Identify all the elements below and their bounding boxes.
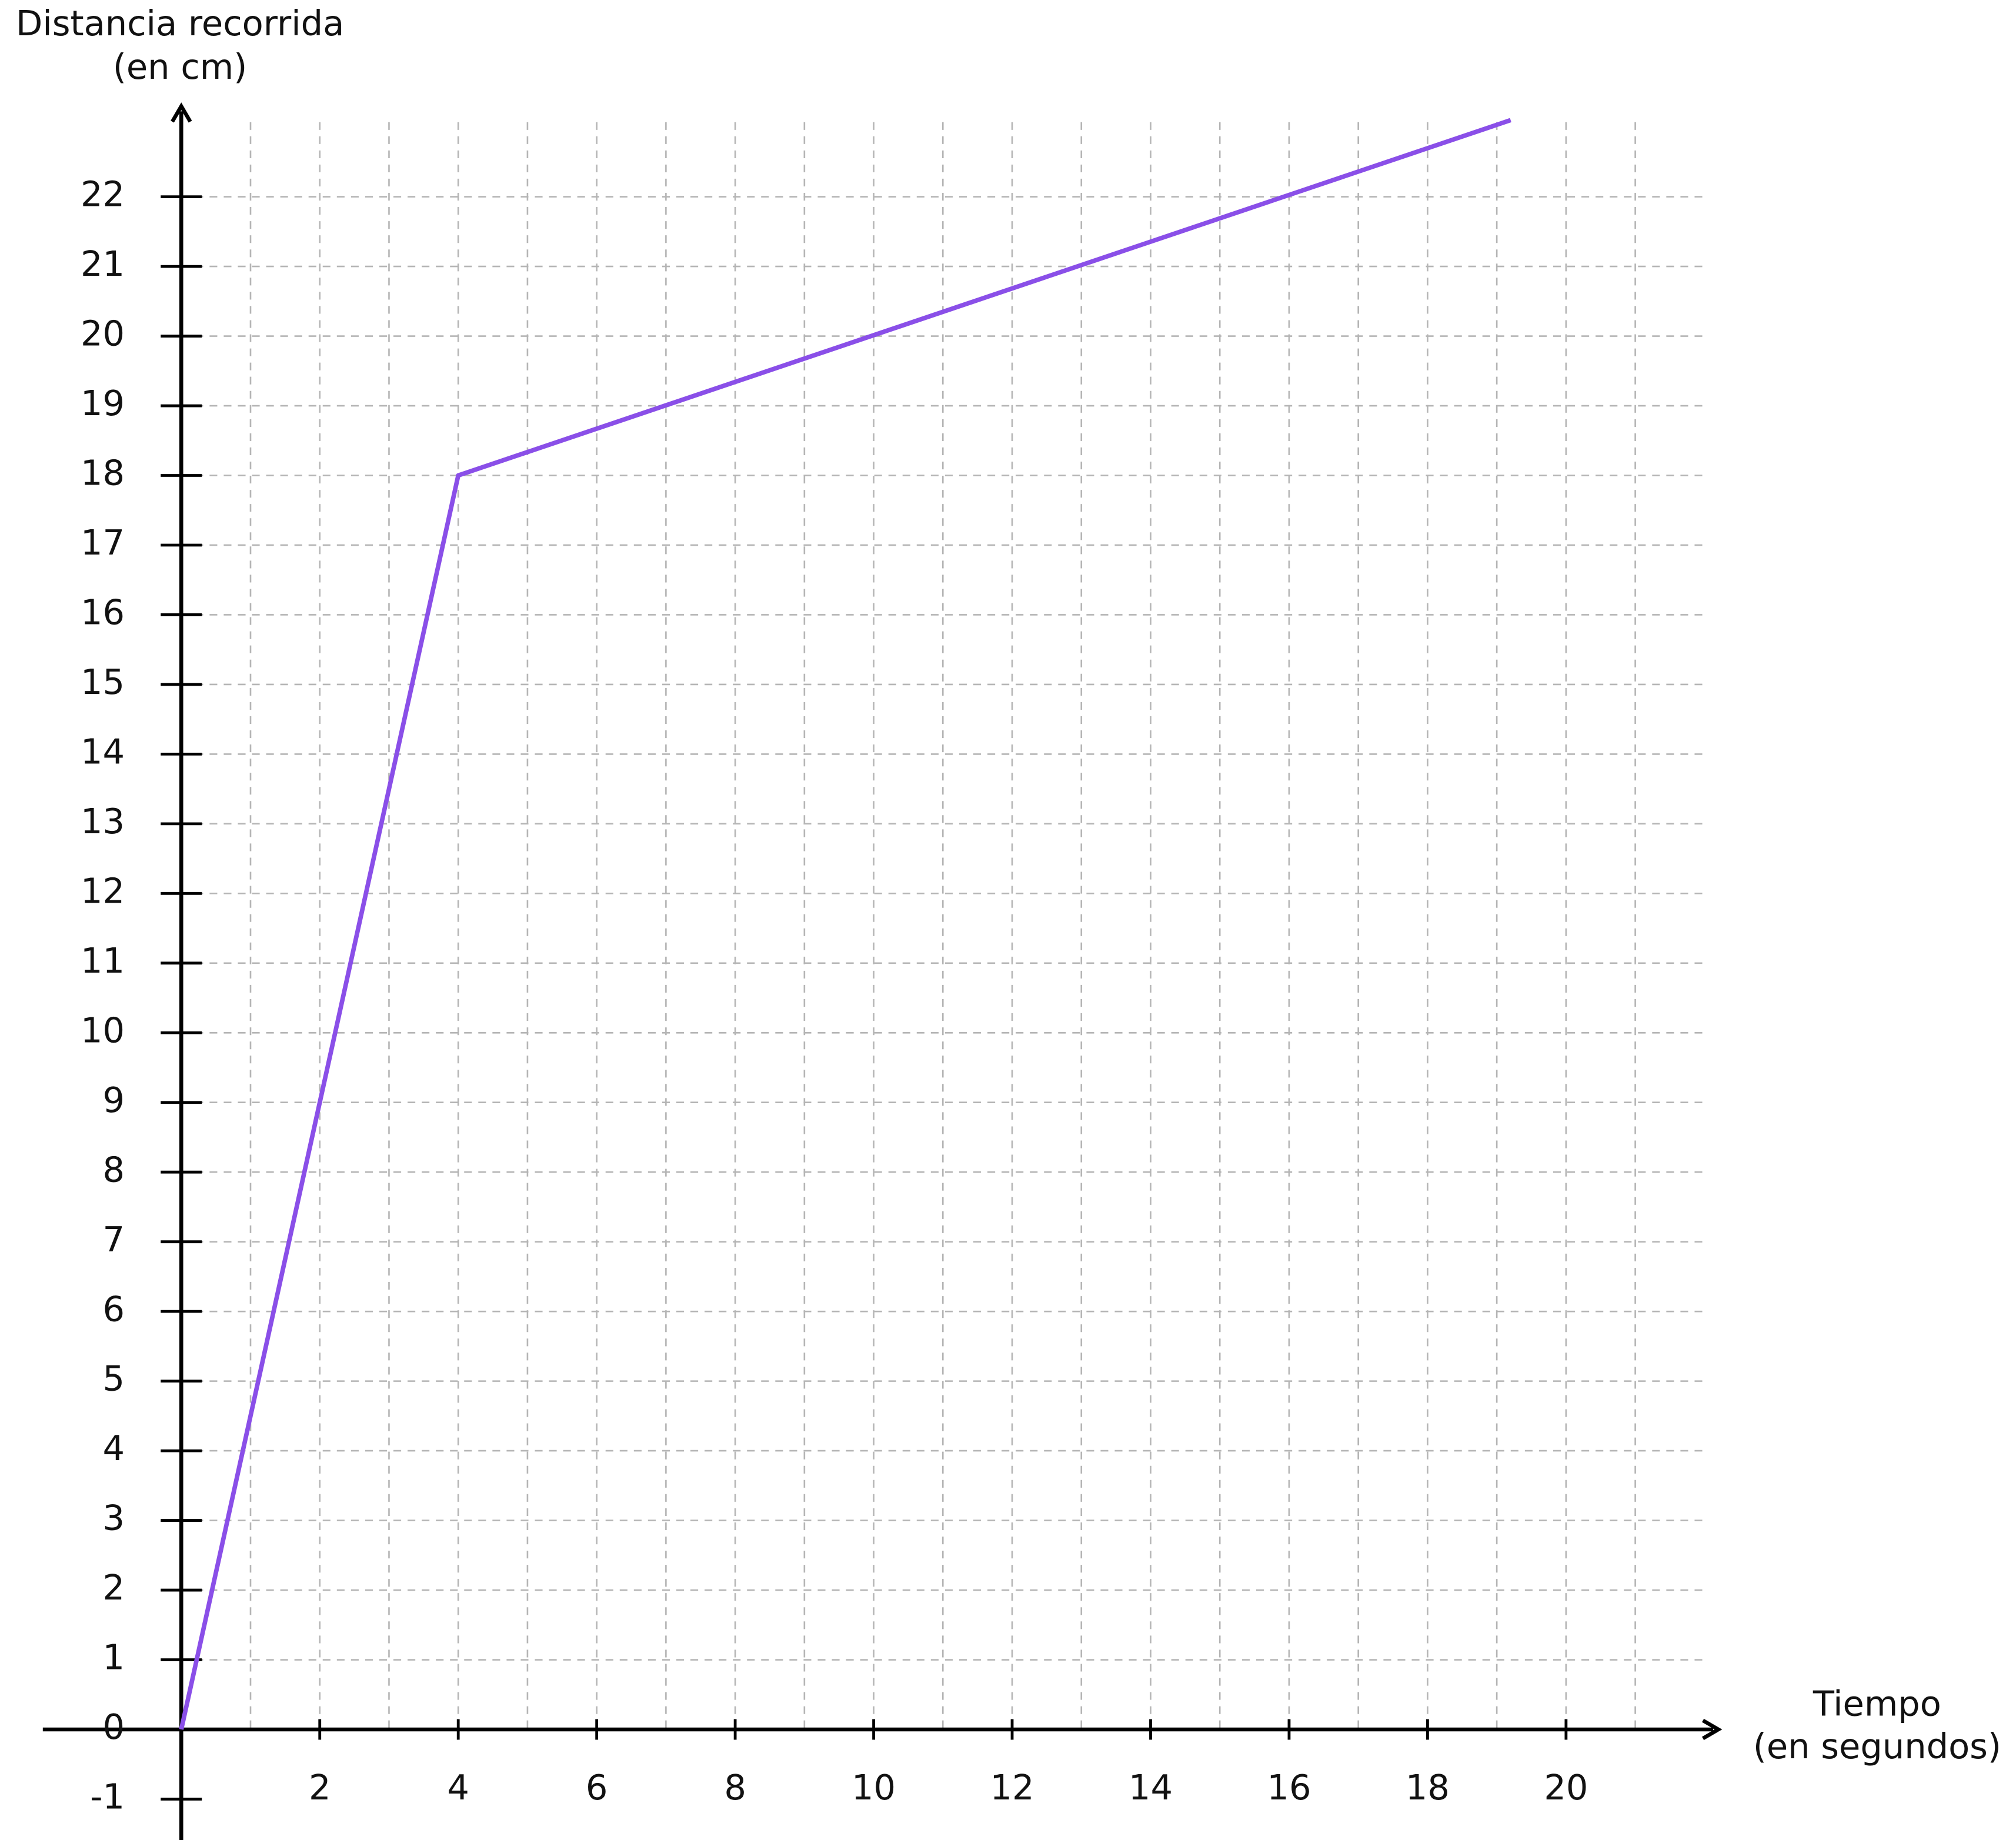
- x-tick-label: 16: [1267, 1767, 1311, 1808]
- x-axis-title: Tiempo: [1813, 1684, 1941, 1724]
- y-tick-label: 3: [103, 1498, 125, 1538]
- y-axis-arrow: [171, 102, 192, 123]
- y-tick-label: 16: [81, 592, 125, 633]
- y-tick-label: 13: [81, 801, 125, 841]
- x-axis-title: (en segundos): [1753, 1726, 2001, 1766]
- y-tick-label: 10: [81, 1010, 125, 1050]
- x-tick-label: 12: [990, 1767, 1034, 1808]
- y-tick-label: 6: [103, 1288, 125, 1329]
- y-tick-label: 2: [103, 1567, 125, 1608]
- y-tick-label: 5: [103, 1358, 125, 1399]
- y-tick-label: 22: [81, 174, 125, 215]
- y-axis-title: (en cm): [113, 46, 247, 87]
- y-tick-label: 11: [81, 940, 125, 981]
- y-tick-label: 9: [103, 1080, 125, 1120]
- x-tick-label: 10: [852, 1767, 896, 1808]
- x-tick-label: 18: [1406, 1767, 1450, 1808]
- x-tick-label: 14: [1129, 1767, 1173, 1808]
- y-tick-label: 19: [81, 383, 125, 423]
- x-tick-label: 2: [309, 1767, 331, 1808]
- y-tick-label: 12: [81, 870, 125, 911]
- x-axis-arrow: [1702, 1718, 1723, 1741]
- y-tick-label: 14: [81, 731, 125, 772]
- y-axis-title: Distancia recorrida: [16, 3, 344, 44]
- y-tick-label: 4: [103, 1428, 125, 1468]
- y-tick-label: 20: [81, 313, 125, 354]
- y-tick-label: 0: [103, 1707, 125, 1747]
- y-tick-label: 15: [81, 662, 125, 702]
- y-tick-label: -1: [90, 1776, 125, 1817]
- x-tick-label: 20: [1544, 1767, 1588, 1808]
- x-tick-label: 4: [447, 1767, 469, 1808]
- x-tick-label: 8: [724, 1767, 746, 1808]
- y-tick-label: 1: [103, 1637, 125, 1678]
- y-tick-label: 8: [103, 1149, 125, 1190]
- y-tick-label: 18: [81, 453, 125, 493]
- x-tick-label: 6: [586, 1767, 608, 1808]
- y-tick-label: 7: [103, 1219, 125, 1260]
- y-tick-label: 21: [81, 243, 125, 284]
- y-tick-label: 17: [81, 522, 125, 563]
- data-line: [179, 118, 1511, 1730]
